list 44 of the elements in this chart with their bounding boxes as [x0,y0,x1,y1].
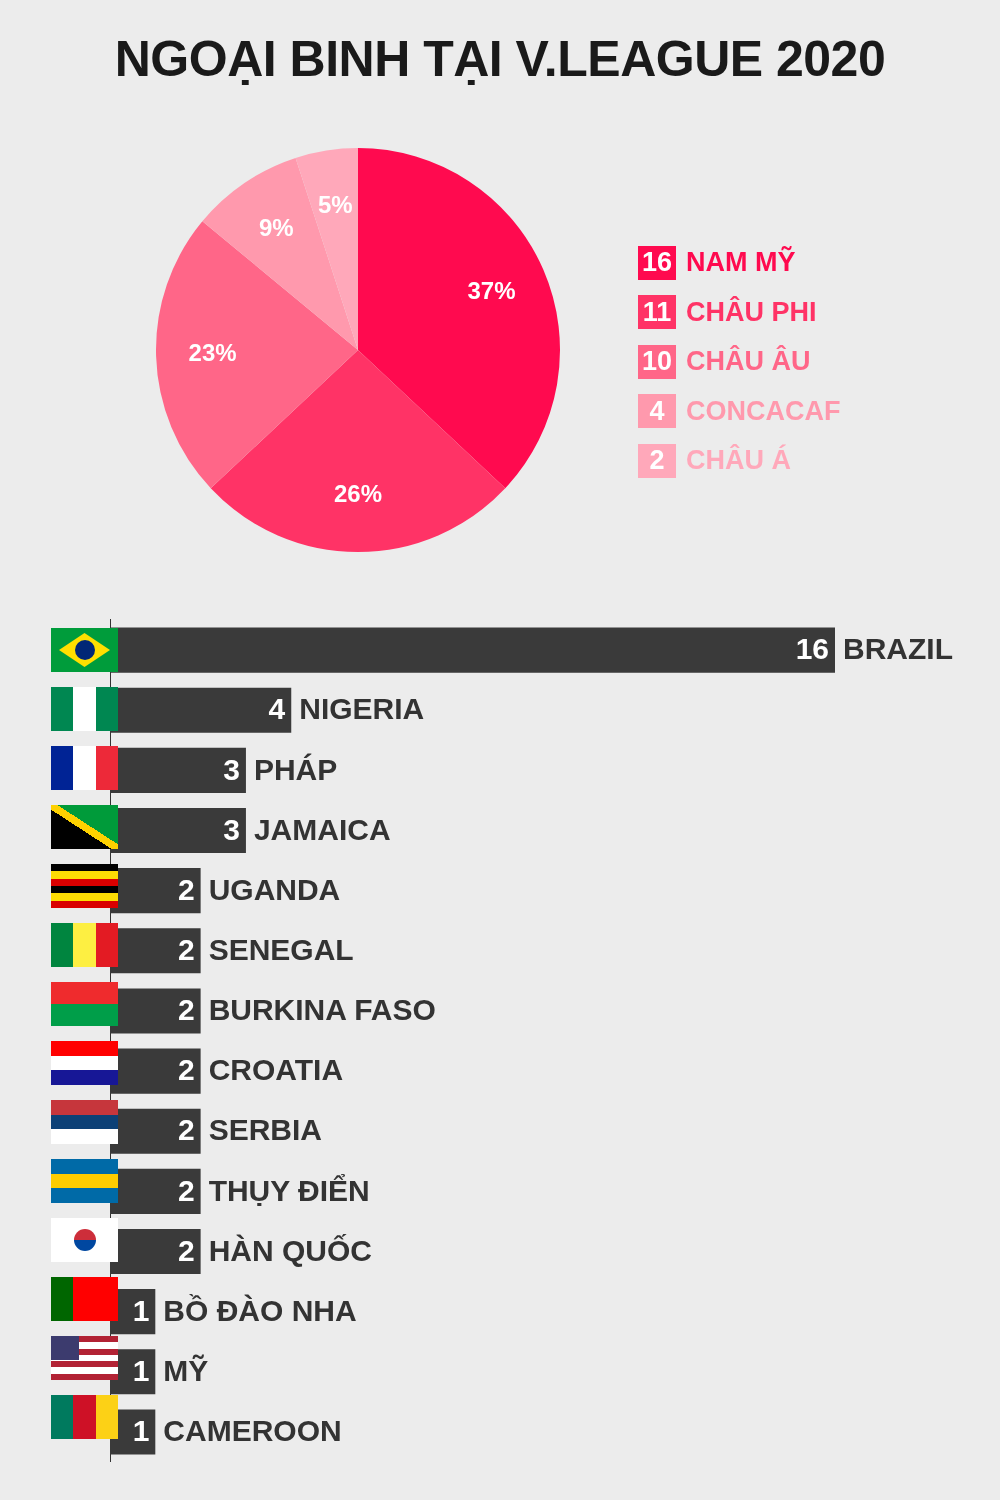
y-tick-label: MỸ [163,1354,209,1388]
legend-label: CONCACAF [686,395,841,427]
y-tick-label: JAMAICA [253,812,391,846]
legend-label: NAM MỸ [686,247,796,279]
y-tick-label: THỤY ĐIỂN [208,1173,370,1207]
y-tick-label: CROATIA [208,1053,344,1087]
legend-label: CHÂU Á [686,445,791,477]
y-tick-label: BURKINA FASO [208,993,436,1027]
data-label: 5% [317,190,353,218]
data-label: 1 [132,1293,150,1327]
text: 16 [638,245,676,280]
y-tick-label: BỒ ĐÀO NHA [163,1293,357,1327]
data-label: 2 [177,1053,195,1087]
y-tick-label: SENEGAL [208,933,354,967]
data-label: 2 [177,1173,195,1207]
data-label: 4 [268,692,286,726]
y-tick-label: NIGERIA [299,692,425,726]
data-label: 2 [177,933,195,967]
y-tick-label: CAMEROON [163,1414,342,1448]
data-label: 16 [795,632,829,666]
data-label: 3 [223,752,240,786]
data-label: 1 [132,1414,150,1448]
data-label: 2 [177,1113,195,1147]
data-label: 2 [177,872,195,906]
data-label: 2 [177,993,195,1027]
chart-title: NGOẠI BINH TẠI V.LEAGUE 2020 [113,30,887,88]
legend-label: CHÂU PHI [686,296,817,328]
text: 2 [638,443,676,478]
y-tick-label: SERBIA [208,1113,322,1147]
text: 11 [638,295,676,330]
y-tick-label: UGANDA [208,872,341,906]
data-label: 1 [132,1354,150,1388]
y-tick-label: PHÁP [253,752,338,786]
data-label: 23% [188,339,237,367]
y-tick-label: BRAZIL [843,632,953,666]
text: 10 [638,344,676,379]
text: 4 [638,394,676,429]
data-label: 37% [467,276,516,304]
data-label: 26% [333,480,383,508]
data-label: 9% [258,214,294,242]
data-label: 3 [223,812,240,846]
data-label: 2 [177,1233,195,1267]
legend-label: CHÂU ÂU [686,346,811,378]
y-tick-label: HÀN QUỐC [208,1233,372,1267]
